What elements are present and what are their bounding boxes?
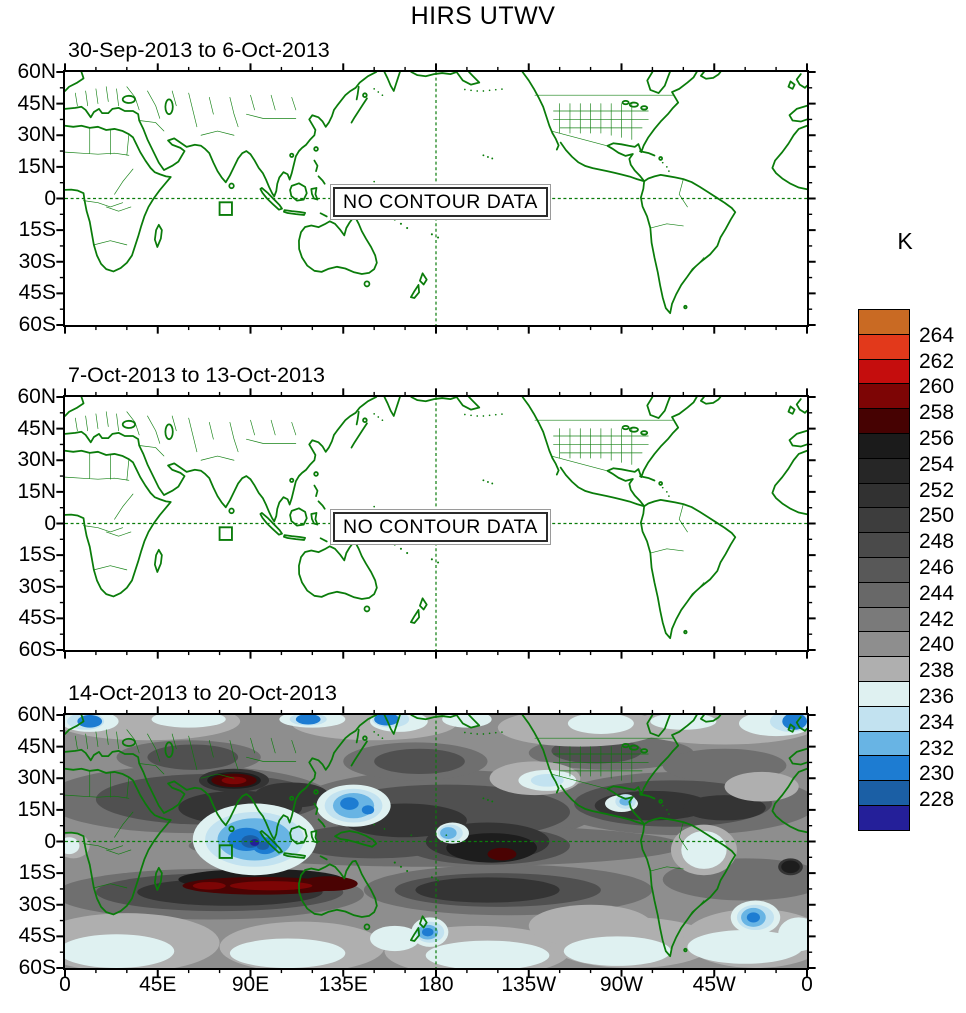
colorbar-tick-label: 240 [919, 633, 955, 657]
no-contour-data-label: NO CONTOUR DATA [333, 187, 548, 217]
map-panel-3 [65, 715, 807, 968]
lat-tick-label: 45N [17, 734, 56, 758]
colorbar-tick-label: 234 [919, 710, 955, 734]
colorbar-cell [858, 656, 910, 682]
lat-tick-label: 60S [18, 313, 56, 336]
world-map-3 [65, 715, 807, 968]
lat-tick-label: 60S [18, 956, 56, 979]
lat-tick-label: 15N [17, 479, 56, 503]
colorbar-cell [858, 309, 910, 335]
lat-tick-label: 30N [17, 766, 56, 790]
lat-tick-label: 15S [18, 543, 56, 567]
lon-tick-label: 180 [418, 973, 454, 996]
lat-tick-label: 60N [17, 60, 56, 83]
colorbar-tick-label: 258 [919, 401, 955, 425]
colorbar-tick-label: 230 [919, 762, 955, 786]
colorbar-tick-label: 264 [919, 323, 955, 347]
colorbar-tick-label: 228 [919, 788, 955, 812]
colorbar-cell [858, 457, 910, 484]
map-panel-1: NO CONTOUR DATA [65, 72, 807, 325]
colorbar-tick-label: 236 [919, 685, 955, 708]
lat-tick-label: 45N [17, 91, 56, 115]
panel-1-title: 30-Sep-2013 to 6-Oct-2013 [68, 38, 330, 62]
colorbar-cell [858, 631, 910, 658]
panel-3-title: 14-Oct-2013 to 20-Oct-2013 [68, 681, 337, 705]
colorbar-tick-label: 250 [919, 504, 955, 528]
lat-tick-label: 30N [17, 448, 56, 472]
no-contour-data-label: NO CONTOUR DATA [333, 512, 548, 542]
lat-tick-label: 0 [44, 186, 56, 210]
colorbar-cell [858, 780, 910, 806]
lon-tick-label: 135E [318, 973, 368, 996]
colorbar-tick-label: 232 [919, 736, 955, 760]
figure-title: HIRS UTWV [410, 2, 556, 30]
colorbar-cell [858, 755, 910, 782]
colorbar-cell [858, 507, 910, 534]
colorbar-cell [858, 383, 910, 410]
colorbar-cell [858, 358, 910, 385]
colorbar-cell [858, 532, 910, 558]
lat-tick-label: 60N [17, 703, 56, 726]
colorbar-unit-label: K [897, 228, 913, 254]
lat-tick-label: 0 [44, 511, 56, 535]
lat-tick-label: 45S [18, 281, 56, 305]
colorbar-cell [858, 333, 910, 360]
lat-tick-label: 60S [18, 638, 56, 661]
lat-tick-label: 15S [18, 218, 56, 242]
colorbar-tick-label: 248 [919, 530, 955, 554]
lon-tick-label: 135W [501, 973, 557, 996]
map-panel-2: NO CONTOUR DATA [65, 397, 807, 650]
lat-tick-label: 30S [18, 249, 56, 273]
lat-tick-label: 15N [17, 797, 56, 821]
colorbar-cell [858, 432, 910, 459]
lat-tick-label: 0 [44, 829, 56, 853]
colorbar-tick-label: 262 [919, 349, 955, 373]
colorbar-tick-label: 254 [919, 452, 955, 476]
lon-tick-label: 45W [692, 973, 736, 996]
lon-tick-label: 0 [59, 973, 71, 996]
colorbar [858, 309, 910, 831]
colorbar-tick-label: 242 [919, 607, 955, 631]
colorbar-cell [858, 556, 910, 583]
colorbar-cell [858, 680, 910, 707]
panel-2-title: 7-Oct-2013 to 13-Oct-2013 [68, 363, 325, 387]
colorbar-cell [858, 730, 910, 757]
lon-tick-label: 90E [231, 973, 270, 996]
colorbar-tick-label: 260 [919, 375, 955, 399]
lat-tick-label: 30N [17, 123, 56, 147]
lat-tick-label: 30S [18, 892, 56, 916]
colorbar-cell [858, 705, 910, 732]
lat-tick-label: 15S [18, 861, 56, 885]
colorbar-cell [858, 482, 910, 509]
lat-tick-label: 30S [18, 574, 56, 598]
colorbar-tick-label: 256 [919, 427, 955, 450]
lat-tick-label: 15N [17, 154, 56, 178]
lat-tick-label: 45S [18, 606, 56, 630]
contour-field [65, 715, 807, 968]
colorbar-cell [858, 606, 910, 633]
lon-tick-label: 45E [139, 973, 177, 996]
colorbar-tick-label: 244 [919, 581, 955, 605]
lat-tick-label: 60N [17, 385, 56, 408]
colorbar-cell [858, 581, 910, 608]
lon-tick-label: 0 [801, 973, 813, 996]
lat-tick-label: 45S [18, 924, 56, 948]
lat-tick-label: 45N [17, 416, 56, 440]
colorbar-tick-label: 246 [919, 556, 955, 579]
lon-tick-label: 90W [599, 973, 644, 996]
colorbar-tick-label: 252 [919, 478, 955, 502]
colorbar-cell [858, 804, 910, 831]
colorbar-cell [858, 408, 910, 434]
colorbar-tick-label: 238 [919, 659, 955, 683]
